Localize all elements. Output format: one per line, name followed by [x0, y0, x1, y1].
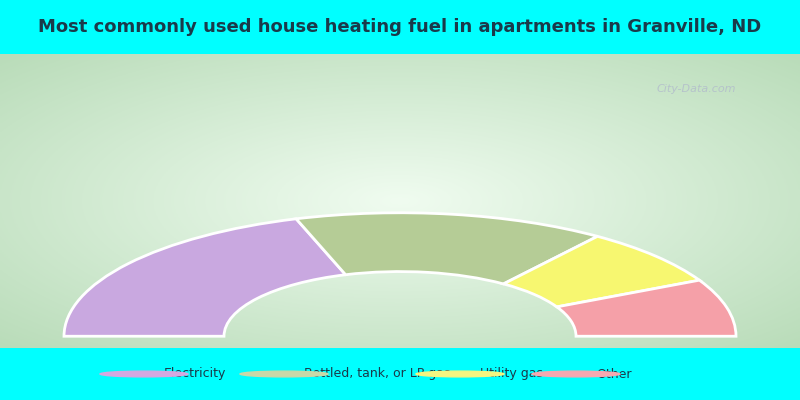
Text: Electricity: Electricity [164, 368, 226, 380]
Text: Bottled, tank, or LP gas: Bottled, tank, or LP gas [304, 368, 450, 380]
Circle shape [240, 371, 328, 377]
Circle shape [100, 371, 188, 377]
Wedge shape [557, 280, 736, 336]
Text: City-Data.com: City-Data.com [656, 84, 736, 94]
Circle shape [532, 371, 620, 377]
Wedge shape [503, 236, 699, 307]
Wedge shape [296, 213, 598, 284]
Wedge shape [64, 219, 346, 336]
Text: Utility gas: Utility gas [480, 368, 543, 380]
Text: Other: Other [596, 368, 631, 380]
Text: Most commonly used house heating fuel in apartments in Granville, ND: Most commonly used house heating fuel in… [38, 18, 762, 36]
Circle shape [416, 371, 504, 377]
